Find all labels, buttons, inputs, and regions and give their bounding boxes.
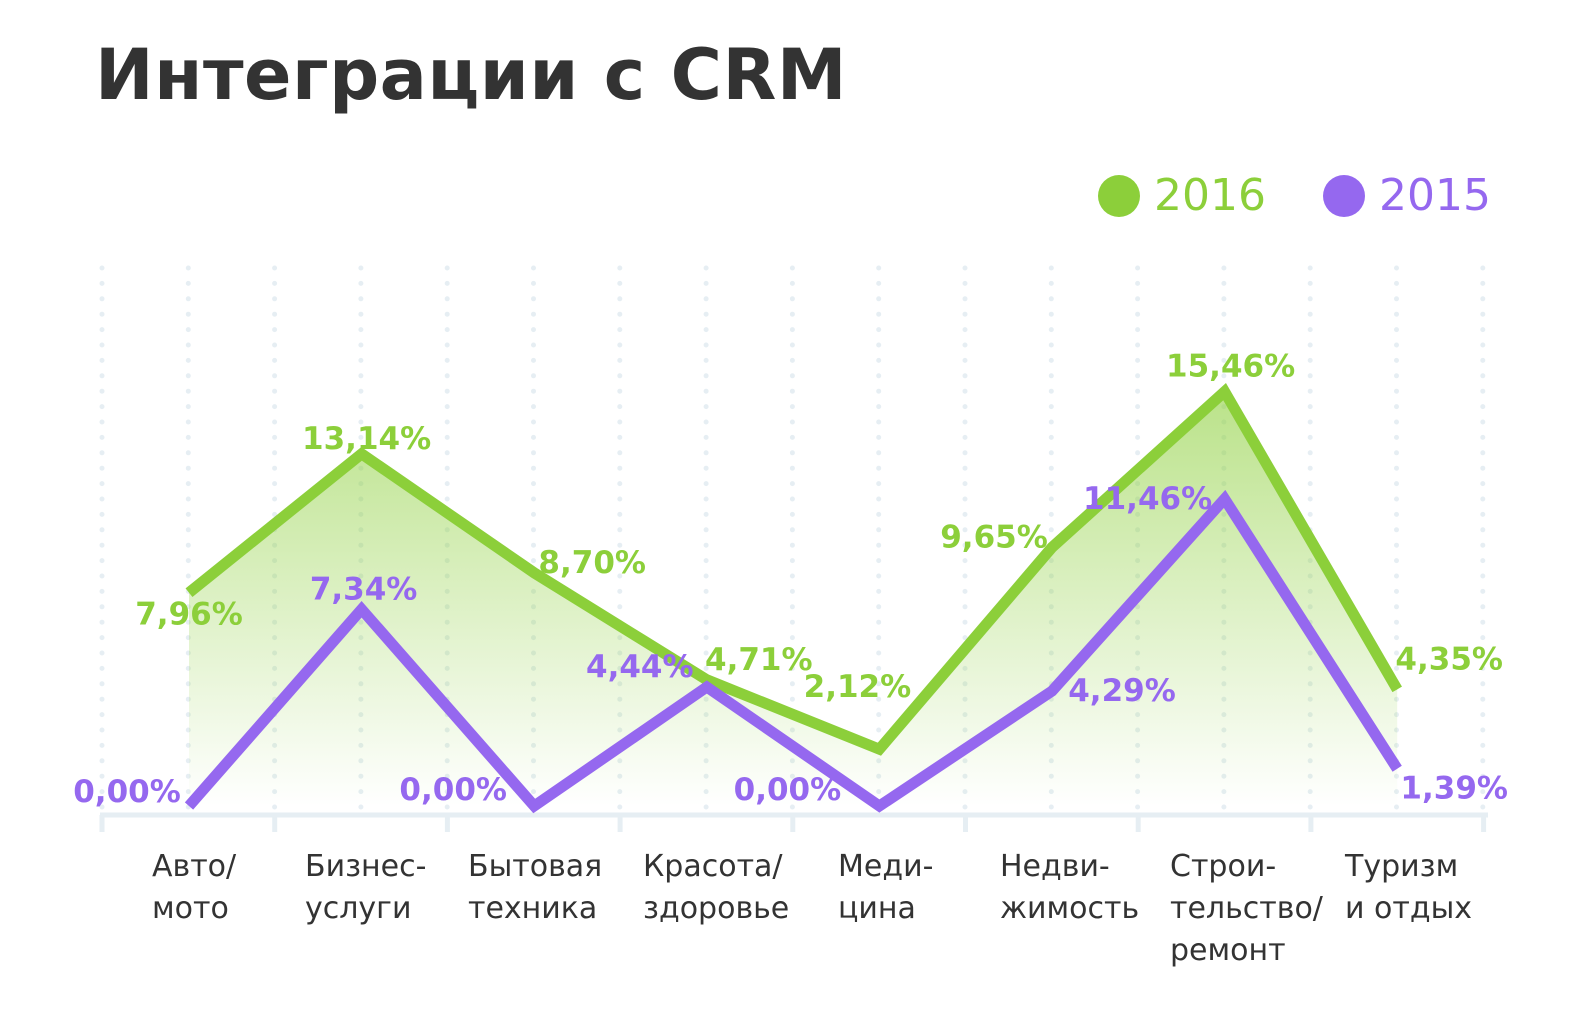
data-label-2015: 4,44%: [586, 649, 694, 685]
x-tick-label: Строи- тельство/ ремонт: [1170, 849, 1323, 968]
data-label-2015: 0,00%: [399, 772, 507, 808]
data-label-2016: 7,96%: [135, 597, 243, 633]
data-label-2015: 0,00%: [73, 774, 181, 810]
data-label-2016: 9,65%: [940, 519, 1048, 555]
legend-label-2016: 2016: [1154, 170, 1266, 221]
data-label-2015: 0,00%: [734, 772, 842, 808]
data-label-2016: 15,46%: [1166, 349, 1295, 385]
chart-title: Интеграции с CRM: [95, 34, 848, 116]
data-label-2015: 1,39%: [1400, 771, 1508, 807]
legend-item-2016: 2016: [1098, 170, 1266, 221]
series-2016-line: [185, 383, 1402, 756]
data-label-2016: 13,14%: [302, 421, 431, 457]
x-tick-label: Бизнес- услуги: [305, 849, 427, 926]
data-label-2015: 7,34%: [310, 571, 418, 607]
x-tick-label: Туризм и отдых: [1345, 849, 1473, 926]
data-label-2016: 4,71%: [705, 642, 813, 678]
legend-dot-2016: [1098, 174, 1140, 217]
data-label-2015: 11,46%: [1083, 481, 1212, 517]
legend-label-2015: 2015: [1379, 170, 1491, 221]
data-label-2016: 8,70%: [538, 545, 646, 581]
data-label-2015: 4,29%: [1068, 673, 1176, 709]
legend-item-2015: 2015: [1323, 170, 1491, 221]
data-label-2016: 4,35%: [1395, 641, 1503, 677]
legend-dot-2015: [1323, 174, 1365, 217]
x-tick-label: Авто/ мото: [152, 849, 237, 926]
data-label-2016: 2,12%: [804, 669, 912, 705]
x-tick-label: Бытовая техника: [468, 849, 603, 926]
x-tick-label: Недви- жимость: [1000, 849, 1140, 926]
series-2015-line: [184, 489, 1402, 814]
series-2016-area: [189, 391, 1398, 806]
x-tick-label: Меди- цина: [838, 849, 934, 926]
x-tick-label: Красота/ здоровье: [643, 849, 790, 926]
